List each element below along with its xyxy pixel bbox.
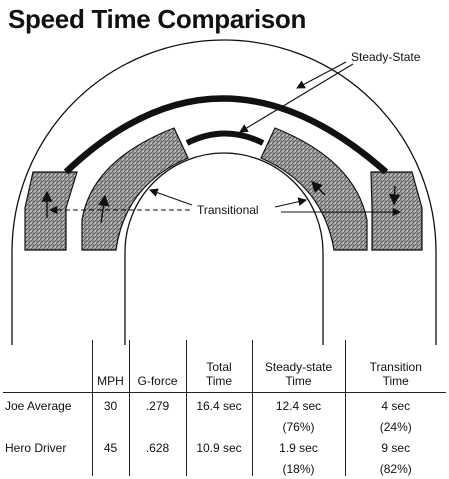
race-track-diagram: Steady-State Transitional (11, 39, 437, 345)
transition-header-line2: Time (382, 374, 409, 388)
total-time-header: Total Time (185, 340, 252, 393)
direction-arrows (41, 181, 401, 224)
steady-state-arc-inner (185, 130, 265, 146)
steady-state-percent: (76%) (282, 420, 315, 434)
driver-name: Joe Average (5, 399, 72, 413)
total-time-header-line1: Total (206, 360, 232, 374)
steady-state-time-value: 1.9 sec (279, 440, 318, 455)
speed-comparison-table: MPH G-force Total Time Steady-state Time… (3, 340, 446, 476)
steady-state-time-header: Steady-state Time (251, 340, 345, 393)
transitional-segment-outer-right (370, 171, 423, 251)
steady-state-header-line1: Steady-state (264, 360, 333, 374)
total-time-value: 10.9 sec (185, 434, 252, 476)
table-header-row: MPH G-force Total Time Steady-state Time… (3, 340, 446, 393)
gforce-header: G-force (128, 340, 186, 393)
transition-time-value: 4 sec (381, 399, 411, 413)
total-time-value: 16.4 sec (185, 392, 252, 435)
total-time-header-line2: Time (205, 374, 233, 388)
mph-header: MPH (91, 340, 129, 393)
gforce-value: .628 (128, 434, 186, 476)
steady-state-percent: (18%) (282, 461, 315, 476)
transition-time-cell: 4 sec (24%) (344, 392, 446, 435)
outer-track-edge (11, 39, 437, 345)
steady-state-time-value: 12.4 sec (275, 399, 322, 413)
transition-percent: (82%) (379, 461, 412, 476)
steady-state-leaders (239, 61, 354, 133)
transitional-segment-inner-left (81, 127, 189, 251)
table-row: Hero Driver 45 .628 10.9 sec 1.9 sec (18… (3, 434, 446, 476)
steady-state-header-line2: Time (285, 374, 312, 388)
transitional-label: Transitional (197, 203, 259, 217)
table-row: Joe Average 30 .279 16.4 sec 12.4 sec (7… (3, 392, 446, 435)
transition-time-header: Transition Time (344, 340, 446, 393)
inner-track-edge (124, 152, 324, 345)
mph-value: 30 (91, 392, 129, 435)
row-label-header (3, 340, 92, 393)
steady-state-arc-outer (63, 95, 389, 175)
transition-percent: (24%) (379, 420, 412, 434)
transitional-leaders (48, 188, 402, 217)
transition-time-cell: 9 sec (82%) (344, 434, 446, 476)
gforce-value: .279 (128, 392, 186, 435)
steady-state-time-cell: 1.9 sec (18%) (251, 434, 345, 476)
steady-state-label: Steady-State (351, 50, 421, 64)
diagram-title: Speed Time Comparison (8, 4, 307, 34)
mph-value: 45 (91, 434, 129, 476)
transition-header-line1: Transition (369, 360, 422, 374)
steady-state-time-cell: 12.4 sec (76%) (251, 392, 345, 435)
driver-name: Hero Driver (5, 440, 67, 455)
transition-time-value: 9 sec (381, 440, 411, 455)
transitional-segment-outer-left (24, 171, 78, 251)
